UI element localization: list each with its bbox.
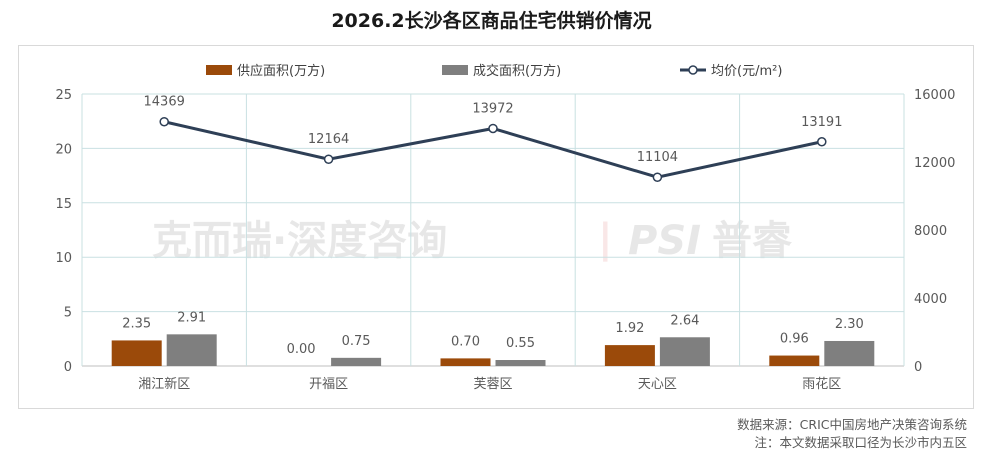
legend-label-deal: 成交面积(万方): [473, 63, 561, 79]
legend: 供应面积(万方) 成交面积(万方) 均价(元/m²): [206, 63, 782, 79]
x-axis-labels: 湘江新区 开福区 芙蓉区 天心区 雨花区: [138, 376, 841, 392]
y-right-tick-label: 4000: [914, 292, 947, 307]
legend-swatch-deal: [442, 65, 468, 75]
y-right-tick-label: 16000: [914, 88, 955, 103]
deal-bar-label: 0.55: [506, 336, 535, 351]
y-left-tick-label: 25: [55, 88, 72, 103]
supply-bar-label: 1.92: [615, 321, 644, 336]
deal-bar: [495, 360, 546, 366]
deal-bar: [824, 340, 875, 366]
deal-bar-label: 2.64: [670, 313, 699, 328]
y-left-tick-label: 15: [55, 197, 72, 212]
price-point-label: 11104: [637, 150, 678, 165]
price-point: [488, 123, 498, 134]
price-point-label: 13972: [472, 101, 513, 116]
price-point: [652, 172, 663, 182]
deal-bar: [659, 337, 710, 366]
caliber-note: 注：本文数据采取口径为长沙市内五区: [754, 435, 967, 450]
y-left-tick-label: 10: [55, 251, 72, 266]
price-point: [159, 116, 169, 127]
deal-bar-label: 2.91: [177, 310, 206, 325]
y-right-tick-label: 8000: [914, 224, 947, 239]
y-right-tick-label: 12000: [914, 156, 955, 171]
price-point-label: 13191: [801, 115, 842, 130]
x-tick-label: 雨花区: [802, 376, 841, 392]
price-point: [817, 137, 827, 147]
grid: [81, 93, 905, 367]
legend-swatch-supply: [206, 65, 232, 75]
deal-bar-label: 2.30: [835, 317, 864, 332]
supply-bar-label: 2.35: [122, 316, 151, 331]
deal-bar: [331, 357, 382, 366]
legend-label-supply: 供应面积(万方): [237, 63, 325, 79]
price-point-label: 12164: [308, 132, 349, 147]
watermark-divider: |: [598, 216, 613, 263]
deal-bar: [166, 334, 217, 366]
y-left-tick-label: 20: [55, 142, 72, 157]
watermark-psi-logo: PSI: [628, 218, 701, 264]
x-tick-label: 开福区: [309, 377, 348, 392]
deal-bar-label: 0.75: [342, 334, 371, 349]
y-axis-left: 0 5 10 15 20 25: [55, 88, 72, 375]
y-right-tick-label: 0: [914, 360, 922, 375]
supply-bar: [769, 355, 820, 366]
x-tick-label: 天心区: [638, 377, 677, 392]
x-tick-label: 芙蓉区: [473, 377, 512, 392]
supply-bar: [604, 345, 655, 366]
watermark-left: 克而瑞·深度咨询: [152, 218, 447, 264]
price-point-label: 14369: [144, 95, 185, 110]
watermark-right: 普睿: [712, 218, 793, 264]
source-note: 数据来源：CRIC中国房地产决策咨询系统: [737, 417, 967, 432]
supply-bar: [111, 340, 162, 366]
supply-bar-label: 0.00: [287, 342, 316, 357]
supply-bar-label: 0.70: [451, 334, 480, 349]
supply-bar-label: 0.96: [780, 332, 809, 347]
y-left-tick-label: 5: [64, 306, 72, 321]
chart-frame: [18, 45, 974, 409]
watermark: 克而瑞·深度咨询 | PSI 普睿: [152, 216, 793, 264]
legend-label-price: 均价(元/m²): [711, 64, 782, 79]
price-line: 14369 12164 13972 11104 13191: [144, 95, 842, 182]
bars: 2.35 0.00 0.70 1.92 0.96 2.91 0.75 0.55 2.64 2.30: [111, 310, 875, 366]
x-tick-label: 湘江新区: [138, 376, 190, 392]
chart-title: 2026.2长沙各区商品住宅供销价情况: [331, 10, 652, 32]
supply-bar: [440, 358, 491, 366]
price-point: [323, 154, 334, 164]
y-left-tick-label: 0: [64, 360, 72, 375]
legend-marker-price: [688, 65, 698, 75]
y-axis-right: 0 4000 8000 12000 16000: [914, 88, 955, 375]
